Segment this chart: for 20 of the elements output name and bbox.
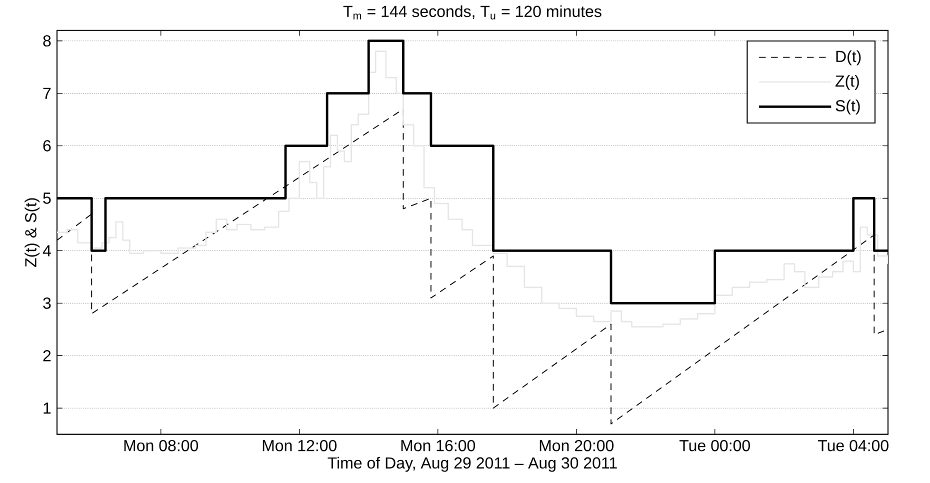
- x-tick-label: Mon 20:00: [540, 440, 614, 452]
- y-tick-label: 5: [43, 192, 51, 204]
- x-tick-label: Mon 16:00: [401, 440, 476, 452]
- x-tick-label: Mon 08:00: [124, 440, 198, 452]
- y-tick-label: 7: [43, 88, 51, 99]
- x-tick-label: Tue 04:00: [818, 440, 888, 452]
- x-tick-label: Tue 00:00: [680, 440, 750, 452]
- y-tick-label: 1: [44, 402, 51, 414]
- y-tick-label: 6: [43, 140, 51, 152]
- legend-label: Z(t): [836, 74, 859, 90]
- y-tick-label: 3: [43, 297, 51, 309]
- chart-title: T$_{m}$ = 144 seconds, T$_{u}$ = 120 minutes: [343, 5, 602, 20]
- legend-label: S(t): [836, 99, 860, 114]
- y-tick-label: 4: [42, 245, 51, 256]
- x-tick-label: Mon 12:00: [262, 440, 337, 452]
- x-axis-title: Time of Day, Aug 29 2011 – Aug 30 2011: [328, 456, 617, 472]
- legend-label: D(t): [836, 50, 861, 66]
- y-tick-label: 2: [43, 350, 51, 362]
- y-axis-title: Z(t) & S(t): [24, 198, 40, 267]
- y-tick-label: 8: [43, 35, 51, 46]
